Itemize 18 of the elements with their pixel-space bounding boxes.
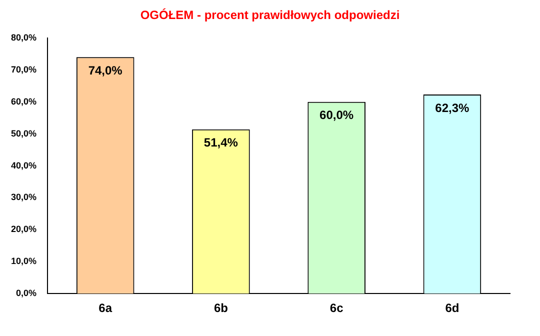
x-tick-label: 6a <box>98 301 112 316</box>
y-tick-label: 0,0% <box>16 288 37 298</box>
y-tick-label: 20,0% <box>10 224 37 234</box>
data-label: 60,0% <box>320 108 354 122</box>
y-tick-label: 80,0% <box>10 32 37 42</box>
x-tick-label: 6c <box>330 301 344 316</box>
y-tick-label: 50,0% <box>10 128 37 138</box>
y-tick-label: 60,0% <box>10 96 37 106</box>
data-label: 51,4% <box>204 136 238 150</box>
y-tick-label: 30,0% <box>10 192 37 202</box>
y-tick-label: 40,0% <box>10 160 37 170</box>
data-label: 62,3% <box>435 100 470 115</box>
x-tick-label: 6b <box>214 301 228 316</box>
chart-title: OGÓŁEM - procent prawidłowych odpowiedzi <box>139 8 401 22</box>
x-tick-label: 6d <box>445 301 460 316</box>
y-tick-label: 10,0% <box>10 256 37 266</box>
data-label: 74,0% <box>88 63 123 78</box>
y-tick-label: 70,0% <box>10 64 37 74</box>
